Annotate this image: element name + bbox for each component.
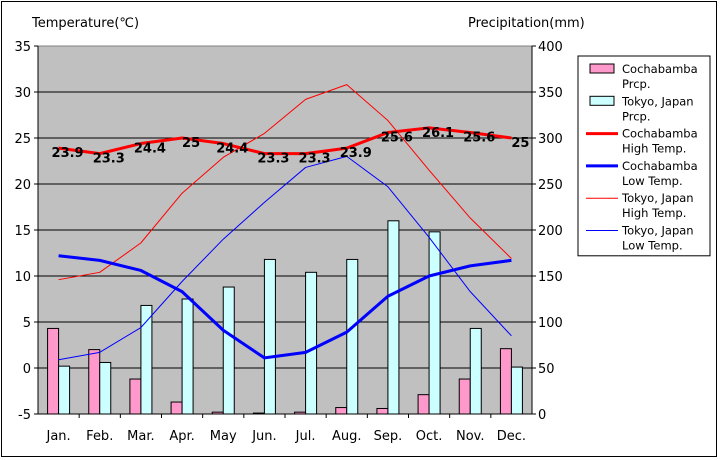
bar [181,298,194,415]
legend-label: Cochabamba [622,62,698,76]
left-tick-label: 0 [23,362,31,377]
legend-swatch [589,95,615,106]
data-label: 23.3 [257,152,289,167]
legend-label: Tokyo, Japan [621,94,694,108]
bar [458,378,471,415]
left-tick-label: 25 [14,132,31,147]
x-tick-label: Aug. [332,429,362,444]
bar [510,366,523,415]
x-tick-label: Mar. [127,429,154,444]
right-axis-title: Precipitation(mm) [468,16,585,31]
legend-label: Low Temp. [622,239,683,253]
gridlines [38,91,532,369]
bar [417,394,430,415]
data-label: 24.4 [216,142,248,157]
x-tick-label: Nov. [456,429,485,444]
x-tick-label: Feb. [86,429,113,444]
bar [263,258,276,415]
right-tick-label: 50 [538,362,555,377]
series-line [58,155,512,361]
data-label: 23.9 [52,146,84,161]
legend-label: Cochabamba [622,159,698,173]
right-tick-label: 0 [538,408,546,423]
bar [47,327,60,415]
legend-label: Tokyo, Japan [621,224,694,238]
data-label: 23.3 [93,152,125,167]
right-tick-label: 200 [538,224,563,239]
bar [58,365,71,415]
right-tick-label: 250 [538,178,563,193]
bar [88,349,101,415]
data-label: 23.9 [340,146,372,161]
legend-label: Low Temp. [622,174,683,188]
bar [170,401,183,415]
right-tick-label: 100 [538,316,563,331]
bar [129,378,142,415]
bar [376,407,389,415]
right-tick-label: 400 [538,40,563,55]
data-labels: 23.9 23.3 24.4 25 24.4 23.3 23.3 23.9 25.6 26.1 25… [52,126,530,167]
axes: -505101520253035050100150200250300350400… [14,40,562,444]
series-line [58,254,512,360]
legend-label: High Temp. [622,142,686,156]
left-tick-label: 35 [14,40,31,55]
bar [99,361,112,415]
legend-swatch [589,63,615,74]
x-tick-label: Jan. [45,429,70,444]
data-label: 25 [182,136,200,151]
legend-label: Cochabamba [622,127,698,141]
right-tick-label: 300 [538,132,563,147]
bar [428,231,441,415]
left-axis-title: Temperature(℃) [31,16,139,31]
series-line [58,84,512,281]
left-tick-label: 5 [23,316,31,331]
left-tick-label: 15 [14,224,31,239]
legend-label: Prcp. [622,77,651,91]
x-tick-label: Oct. [416,429,443,444]
data-label: 23.3 [299,152,331,167]
left-tick-label: -5 [18,408,31,423]
bar [305,271,318,415]
x-tick-label: Jul. [295,429,316,444]
left-tick-label: 10 [14,270,31,285]
left-tick-label: 30 [14,86,31,101]
right-tick-label: 350 [538,86,563,101]
legend-label: Tokyo, Japan [621,191,694,205]
bar [222,286,235,415]
bar [346,258,359,415]
right-tick-label: 150 [538,270,563,285]
x-tick-label: Jun. [251,429,276,444]
legend-box [577,55,711,257]
data-label: 26.1 [422,126,454,141]
data-label: 24.4 [134,142,166,157]
x-tick-label: Dec. [497,429,526,444]
x-tick-label: May [210,429,237,444]
left-tick-label: 20 [14,178,31,193]
data-label: 25 [511,136,529,151]
bar [335,407,348,415]
x-tick-label: Apr. [169,429,194,444]
legend-label: High Temp. [622,206,686,220]
bar [387,220,400,415]
bar [469,327,482,415]
bar [499,348,512,415]
series-line [58,126,512,156]
line-series [58,84,512,361]
x-tick-label: Sep. [374,429,403,444]
data-label: 25.6 [381,130,413,145]
bar-series [47,220,523,415]
data-label: 25.6 [463,130,495,145]
legend-label: Prcp. [622,109,651,123]
